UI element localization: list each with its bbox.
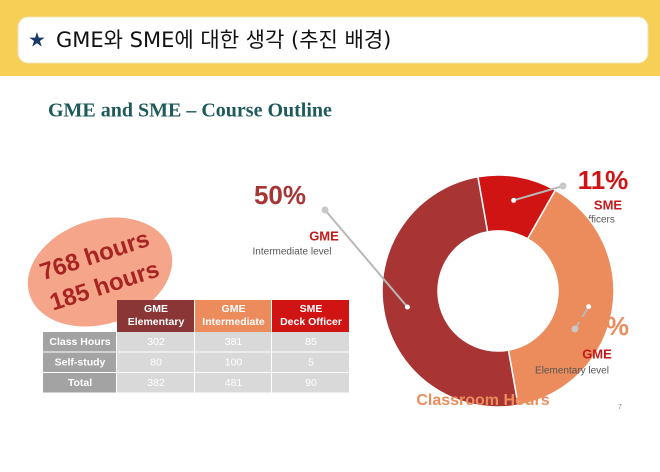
row-header-text: Total xyxy=(68,377,92,389)
cell-text: 382 xyxy=(147,377,165,389)
header-star: ★ xyxy=(28,29,46,51)
column-header-text: Elementary xyxy=(128,316,185,328)
cell xyxy=(272,352,349,372)
slide-title: GME and SME – Course Outline xyxy=(48,100,332,122)
cell-text: 381 xyxy=(225,336,243,348)
column-header-text: GME xyxy=(144,303,168,315)
column-header-text: Deck Officer xyxy=(280,316,342,328)
category-label: GME xyxy=(582,346,612,361)
row-header xyxy=(43,332,116,352)
category-label: SME xyxy=(594,197,623,212)
cell xyxy=(117,352,194,372)
row-header xyxy=(43,373,116,393)
cell xyxy=(272,373,349,393)
cell xyxy=(117,373,194,393)
cell xyxy=(195,373,271,393)
cell xyxy=(195,332,271,352)
slice xyxy=(507,189,615,407)
row-header xyxy=(43,352,116,372)
value-label: 50% xyxy=(254,180,306,210)
column-header xyxy=(272,300,349,332)
cell-text: 100 xyxy=(225,357,243,369)
cell-text: 85 xyxy=(305,336,317,348)
column-header-text: Intermediate xyxy=(202,316,265,328)
page-number: 7 xyxy=(618,404,622,411)
category-label: GME xyxy=(309,228,339,243)
description-label: Elementary level xyxy=(535,366,609,377)
chart-title: Classroom Hours xyxy=(416,392,549,409)
leader-line xyxy=(324,209,409,308)
column-header xyxy=(195,300,271,332)
column-header xyxy=(117,300,194,332)
row-header-text: Class Hours xyxy=(49,336,110,348)
leader-dot xyxy=(571,325,579,333)
header-box xyxy=(17,16,649,64)
column-header-text: SME xyxy=(300,303,323,315)
leader-line xyxy=(574,306,590,330)
donut-chart: 11%SMEFor deck officers39%GMEElementary … xyxy=(253,165,629,408)
cell-text: 80 xyxy=(150,357,162,369)
cell xyxy=(272,332,349,352)
cell-text: 302 xyxy=(147,336,165,348)
value-label: 39% xyxy=(577,311,629,341)
description-label: Intermediate level xyxy=(253,247,332,258)
leader-line xyxy=(513,185,564,202)
column-header-text: GME xyxy=(222,303,246,315)
header-title: GME와 SME에 대한 생각 (추진 배경) xyxy=(56,28,391,52)
cell-text: 481 xyxy=(225,377,243,389)
cell xyxy=(195,352,271,372)
leader-end xyxy=(404,304,410,310)
badge-bg xyxy=(27,217,173,327)
cell xyxy=(117,332,194,352)
cell-text: 90 xyxy=(305,377,317,389)
leader-dot xyxy=(321,206,329,214)
row-header-text: Self-study xyxy=(55,357,106,369)
leader-end xyxy=(511,197,517,203)
leader-end xyxy=(586,304,592,310)
cell-text: 5 xyxy=(308,357,314,369)
value-label: 11% xyxy=(578,165,629,195)
slice xyxy=(381,175,520,408)
leader-dot xyxy=(559,182,567,190)
